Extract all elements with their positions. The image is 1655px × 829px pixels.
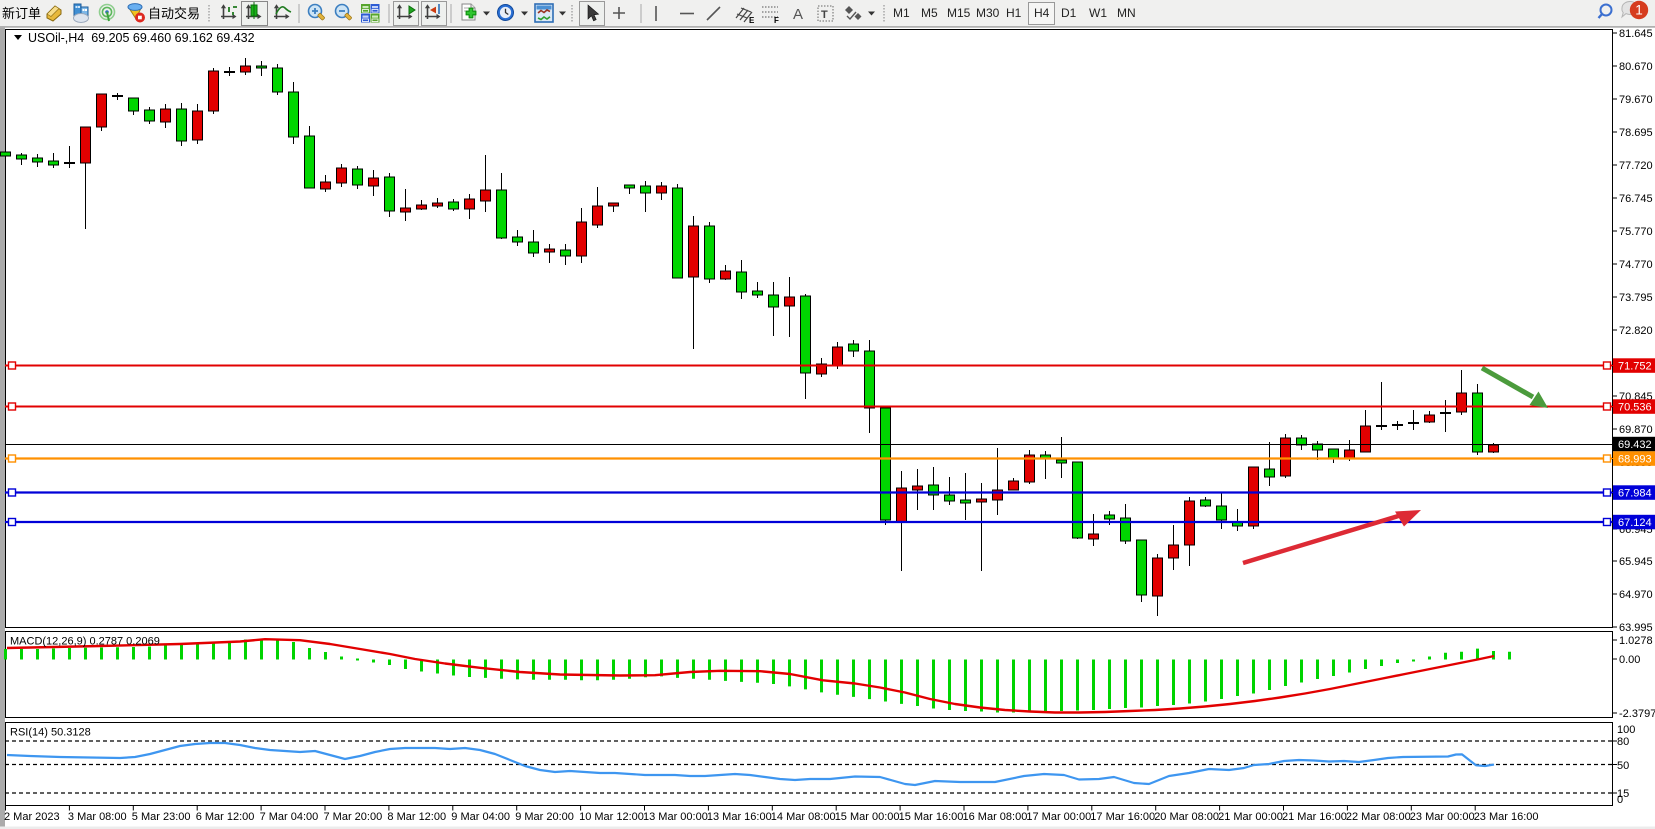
svg-text:65.945: 65.945 xyxy=(1619,556,1653,568)
svg-text:69.432: 69.432 xyxy=(1618,439,1652,451)
svg-text:21 Mar 16:00: 21 Mar 16:00 xyxy=(1282,811,1347,823)
svg-text:2 Mar 2023: 2 Mar 2023 xyxy=(4,811,60,823)
svg-text:10 Mar 12:00: 10 Mar 12:00 xyxy=(579,811,644,823)
svg-text:T: T xyxy=(821,9,828,21)
svg-text:-2.3797: -2.3797 xyxy=(1619,708,1655,720)
svg-text:M1: M1 xyxy=(893,6,910,20)
svg-text:15: 15 xyxy=(1617,788,1629,800)
svg-text:RSI(14) 50.3128: RSI(14) 50.3128 xyxy=(10,727,91,739)
svg-text:1.0278: 1.0278 xyxy=(1619,635,1653,647)
svg-text:D1: D1 xyxy=(1061,6,1077,20)
svg-text:H1: H1 xyxy=(1006,6,1022,20)
svg-text:100: 100 xyxy=(1617,724,1635,736)
svg-text:17 Mar 16:00: 17 Mar 16:00 xyxy=(1090,811,1155,823)
svg-text:73.795: 73.795 xyxy=(1619,292,1653,304)
svg-text:MACD(12,26,9) 0.2787 0.2069: MACD(12,26,9) 0.2787 0.2069 xyxy=(10,636,160,648)
svg-text:13 Mar 16:00: 13 Mar 16:00 xyxy=(707,811,772,823)
svg-text:79.670: 79.670 xyxy=(1619,94,1653,106)
svg-text:80: 80 xyxy=(1617,736,1629,748)
svg-text:7 Mar 20:00: 7 Mar 20:00 xyxy=(324,811,383,823)
svg-text:M15: M15 xyxy=(947,6,971,20)
svg-text:0.00: 0.00 xyxy=(1619,654,1640,666)
svg-text:7 Mar 04:00: 7 Mar 04:00 xyxy=(260,811,319,823)
svg-text:15 Mar 16:00: 15 Mar 16:00 xyxy=(899,811,964,823)
svg-text:14 Mar 08:00: 14 Mar 08:00 xyxy=(771,811,836,823)
svg-text:M30: M30 xyxy=(976,6,1000,20)
svg-text:20 Mar 08:00: 20 Mar 08:00 xyxy=(1154,811,1219,823)
svg-text:76.745: 76.745 xyxy=(1619,193,1653,205)
svg-text:21 Mar 00:00: 21 Mar 00:00 xyxy=(1218,811,1283,823)
svg-text:81.645: 81.645 xyxy=(1619,28,1653,40)
svg-text:8 Mar 12:00: 8 Mar 12:00 xyxy=(387,811,446,823)
svg-text:67.124: 67.124 xyxy=(1618,517,1652,529)
svg-text:9 Mar 04:00: 9 Mar 04:00 xyxy=(451,811,510,823)
svg-text:69.870: 69.870 xyxy=(1619,424,1653,436)
svg-text:71.752: 71.752 xyxy=(1618,361,1652,373)
svg-text:78.695: 78.695 xyxy=(1619,127,1653,139)
svg-text:0: 0 xyxy=(1617,794,1623,806)
svg-text:63.995: 63.995 xyxy=(1619,622,1653,634)
svg-text:5 Mar 23:00: 5 Mar 23:00 xyxy=(132,811,191,823)
svg-text:M5: M5 xyxy=(921,6,938,20)
svg-text:16 Mar 08:00: 16 Mar 08:00 xyxy=(963,811,1028,823)
svg-text:自动交易: 自动交易 xyxy=(148,6,200,21)
svg-text:MN: MN xyxy=(1117,6,1136,20)
svg-text:13 Mar 00:00: 13 Mar 00:00 xyxy=(643,811,708,823)
svg-text:68.993: 68.993 xyxy=(1618,454,1652,466)
svg-text:64.970: 64.970 xyxy=(1619,589,1653,601)
svg-text:W1: W1 xyxy=(1089,6,1107,20)
svg-text:22 Mar 08:00: 22 Mar 08:00 xyxy=(1346,811,1411,823)
svg-text:H4: H4 xyxy=(1034,6,1050,20)
svg-text:23 Mar 00:00: 23 Mar 00:00 xyxy=(1410,811,1475,823)
svg-text:80.670: 80.670 xyxy=(1619,61,1653,73)
svg-text:75.770: 75.770 xyxy=(1619,226,1653,238)
svg-text:新订单: 新订单 xyxy=(2,6,41,21)
svg-text:77.720: 77.720 xyxy=(1619,160,1653,172)
svg-text:3 Mar 08:00: 3 Mar 08:00 xyxy=(68,811,127,823)
svg-text:9 Mar 20:00: 9 Mar 20:00 xyxy=(515,811,574,823)
svg-text:74.770: 74.770 xyxy=(1619,259,1653,271)
svg-text:F: F xyxy=(774,16,779,25)
svg-text:67.984: 67.984 xyxy=(1618,488,1652,500)
svg-text:50: 50 xyxy=(1617,760,1629,772)
svg-text:USOil-,H4 69.205 69.460 69.16: USOil-,H4 69.205 69.460 69.162 69.432 xyxy=(28,31,255,45)
svg-text:72.820: 72.820 xyxy=(1619,325,1653,337)
svg-text:A: A xyxy=(793,6,803,23)
svg-text:6 Mar 12:00: 6 Mar 12:00 xyxy=(196,811,255,823)
svg-text:E: E xyxy=(749,16,755,25)
svg-text:15 Mar 00:00: 15 Mar 00:00 xyxy=(835,811,900,823)
svg-text:70.536: 70.536 xyxy=(1618,402,1652,414)
svg-text:1: 1 xyxy=(1635,3,1643,18)
svg-text:17 Mar 00:00: 17 Mar 00:00 xyxy=(1026,811,1091,823)
svg-text:23 Mar 16:00: 23 Mar 16:00 xyxy=(1474,811,1539,823)
